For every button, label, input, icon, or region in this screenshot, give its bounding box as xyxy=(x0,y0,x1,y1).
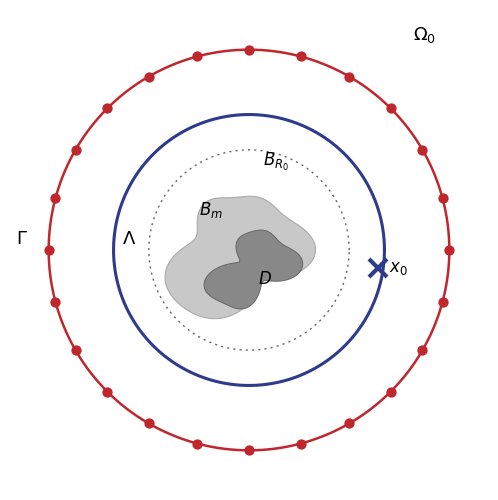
Text: $B_m$: $B_m$ xyxy=(199,200,223,220)
Point xyxy=(439,298,447,306)
Text: $\Gamma$: $\Gamma$ xyxy=(16,230,28,248)
Polygon shape xyxy=(165,196,316,318)
Point xyxy=(345,420,353,428)
Point xyxy=(345,72,353,80)
Point xyxy=(104,388,112,396)
Point xyxy=(145,72,153,80)
Point xyxy=(72,346,80,354)
Point xyxy=(145,420,153,428)
Point xyxy=(245,46,253,54)
Polygon shape xyxy=(204,230,303,309)
Point xyxy=(418,346,426,354)
Point xyxy=(193,52,201,60)
Point xyxy=(418,146,426,154)
Point xyxy=(386,104,394,112)
Text: $\Omega_0$: $\Omega_0$ xyxy=(413,25,436,45)
Point xyxy=(72,146,80,154)
Point xyxy=(386,388,394,396)
Point xyxy=(297,440,305,448)
Text: $x_0$: $x_0$ xyxy=(389,260,408,276)
Point xyxy=(245,446,253,454)
Point xyxy=(445,246,453,254)
Point xyxy=(45,246,53,254)
Text: $B_{R_0}$: $B_{R_0}$ xyxy=(262,152,289,174)
Point xyxy=(297,52,305,60)
Point xyxy=(51,194,59,202)
Point xyxy=(51,298,59,306)
Point xyxy=(439,194,447,202)
Text: $D$: $D$ xyxy=(258,271,272,288)
Text: $\Lambda$: $\Lambda$ xyxy=(122,230,135,248)
Point xyxy=(104,104,112,112)
Point xyxy=(193,440,201,448)
